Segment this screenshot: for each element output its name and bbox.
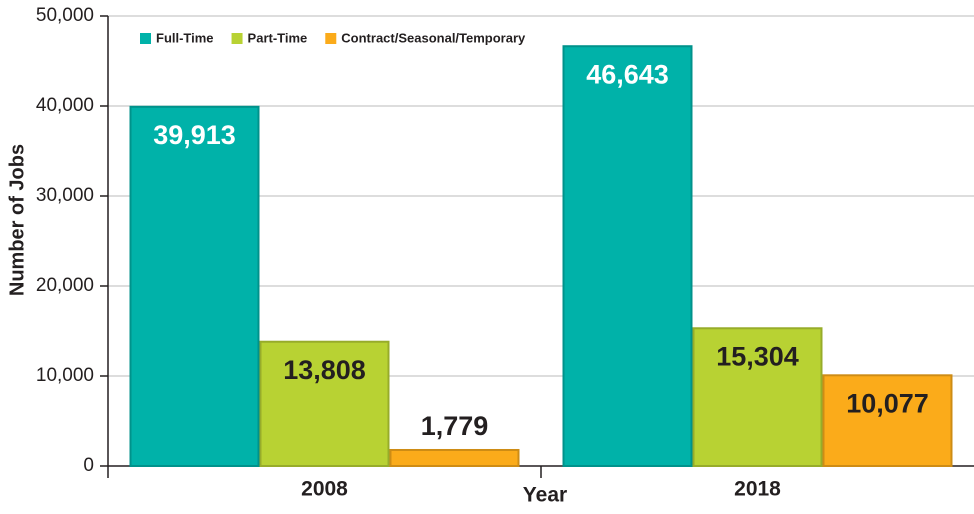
- y-tick-label: 0: [83, 455, 94, 476]
- legend-swatch: [231, 33, 243, 44]
- bar: [692, 327, 823, 467]
- bar: [259, 340, 390, 467]
- bar: [562, 45, 693, 467]
- value-label: 1,779: [421, 411, 489, 441]
- legend-label: Full-Time: [156, 30, 214, 45]
- y-tick-label: 50,000: [36, 5, 94, 26]
- bar: [129, 105, 260, 468]
- legend-swatch: [140, 33, 151, 44]
- value-label: 39,913: [153, 120, 236, 150]
- legend-label: Contract/Seasonal/Temporary: [341, 30, 526, 45]
- y-axis-title: Number of Jobs: [6, 144, 28, 296]
- x-axis-title: Year: [523, 484, 567, 507]
- y-tick-label: 20,000: [36, 275, 94, 296]
- y-tick-label: 10,000: [36, 365, 94, 386]
- y-tick-label: 40,000: [36, 95, 94, 116]
- value-label: 15,304: [716, 341, 799, 371]
- value-label: 10,077: [846, 388, 929, 418]
- value-label: 13,808: [283, 355, 366, 385]
- y-tick-label: 30,000: [36, 185, 94, 206]
- legend-label: Part-Time: [248, 30, 308, 45]
- x-tick-label: 2008: [301, 478, 348, 501]
- x-tick-label: 2018: [734, 478, 781, 501]
- value-label: 46,643: [586, 59, 669, 89]
- bar: [822, 374, 953, 468]
- legend-swatch: [325, 33, 337, 44]
- bar: [389, 448, 520, 468]
